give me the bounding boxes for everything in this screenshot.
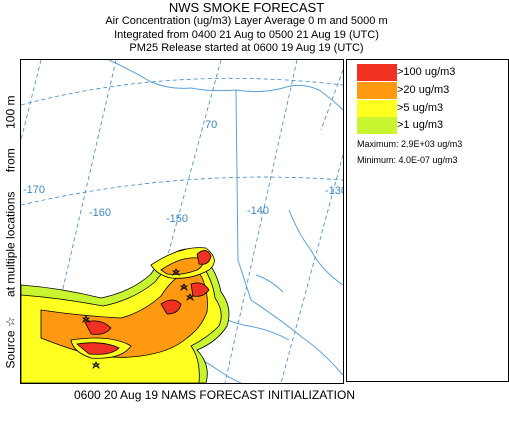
source-label: Source ☆ at multiple locations from 100 … [4,40,20,425]
lon-label-170: -170 [23,184,45,196]
legend-label: >1 ug/m3 [397,119,444,131]
release-start: PM25 Release started at 0600 19 Aug 19 (… [129,42,364,54]
legend-item-5: >5 ug/m3 [357,100,507,117]
forecast-initialization: 0600 20 Aug 19 NAMS FORECAST INITIALIZAT… [74,388,355,402]
legend-label: >5 ug/m3 [397,102,444,114]
legend-label: >100 ug/m3 [397,66,456,78]
legend-swatch [357,82,397,99]
source-label-part3: from [3,148,18,173]
legend-swatch [357,64,397,81]
source-label-part4: 100 m [3,95,18,129]
maximum-value: Maximum: 2.9E+03 ug/m3 [357,139,463,149]
page-title: NWS SMOKE FORECAST [168,0,325,15]
layer-description: Air Concentration (ug/m3) Layer Average … [105,15,388,27]
lon-label-160: -160 [89,207,111,219]
legend: >100 ug/m3 >20 ug/m3 >5 ug/m3 >1 ug/m3 M… [346,59,509,382]
legend-item-100: >100 ug/m3 [357,64,507,81]
legend-swatch [357,117,397,134]
lon-label-140: -140 [247,205,269,217]
smoke-map: -170 -160 -150 -140 -130 70 [20,59,344,384]
lon-label-150: -150 [166,213,188,225]
legend-label: >20 ug/m3 [397,84,450,96]
source-label-part1: Source ☆ [3,316,18,369]
lon-label-130: -130 [325,185,343,197]
smoke-plume [21,247,230,383]
source-markers [81,268,195,370]
source-label-part2: at multiple locations [3,191,18,297]
legend-item-20: >20 ug/m3 [357,82,507,99]
integration-period: Integrated from 0400 21 Aug to 0500 21 A… [114,29,379,41]
legend-item-1: >1 ug/m3 [357,117,507,134]
minimum-value: Minimum: 4.0E-07 ug/m3 [357,155,458,165]
legend-swatch [357,100,397,117]
lat-label-70: 70 [205,119,217,131]
